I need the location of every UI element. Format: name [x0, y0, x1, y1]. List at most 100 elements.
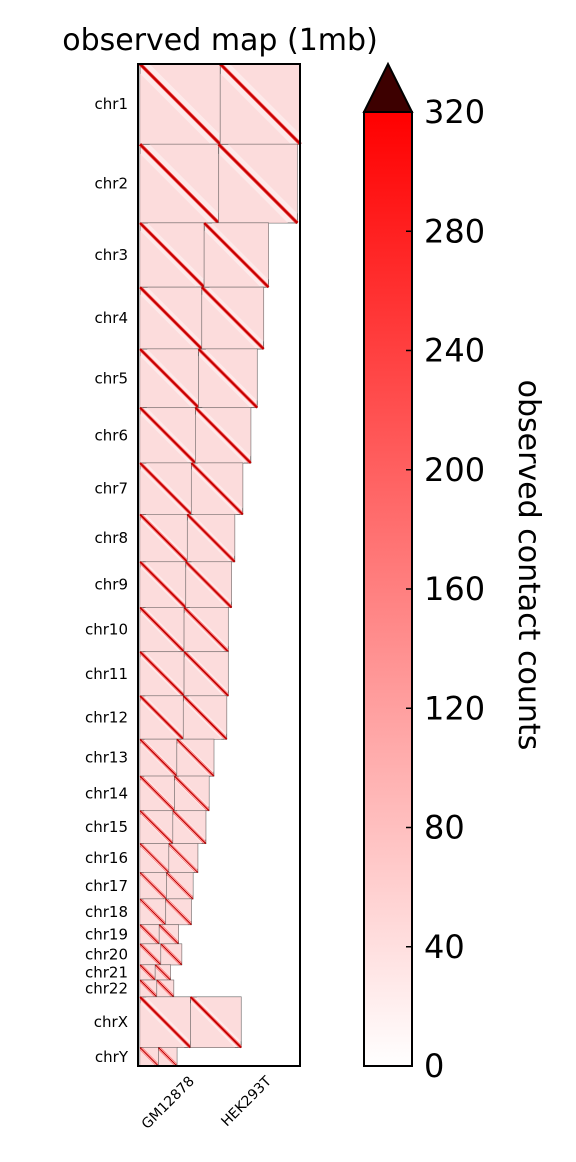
chromosome-block-chr13 — [139, 738, 215, 777]
sample-matrix-2 — [200, 286, 265, 350]
chromosome-block-chr11 — [139, 651, 229, 697]
chromosome-block-chr6 — [139, 406, 252, 464]
chromosome-block-chr18 — [139, 898, 192, 926]
sample-matrix-1 — [139, 898, 167, 926]
chromosome-label: chr20 — [85, 945, 128, 963]
chromosome-label: chr8 — [95, 529, 128, 547]
sample-matrix-1 — [138, 143, 220, 225]
chromosome-label: chr15 — [85, 818, 128, 836]
chromosome-block-chr19 — [139, 924, 179, 945]
sample-matrix-1 — [139, 810, 174, 845]
chromosome-label: chr4 — [95, 309, 128, 327]
colorbar-tick-label: 0 — [424, 1047, 444, 1085]
sample-matrix-2 — [219, 62, 302, 146]
colorbar-label: observed contact counts — [511, 380, 546, 751]
sample-matrix-1 — [139, 1047, 159, 1067]
chromosome-block-chr8 — [139, 513, 236, 563]
chromosome-label: chr14 — [85, 784, 128, 802]
sample-matrix-2 — [183, 651, 229, 697]
chromosome-label: chr9 — [95, 576, 128, 594]
chromosome-label: chr17 — [85, 877, 128, 895]
sample-matrix-2 — [172, 810, 207, 845]
sample-matrix-1 — [139, 286, 203, 350]
sample-matrix-2 — [194, 406, 252, 464]
sample-labels: GM12878 HEK293T — [139, 1073, 275, 1132]
sample-matrix-2 — [166, 872, 194, 900]
sample-matrix-2 — [217, 143, 299, 225]
colorbar: 0 40 80 120 160 200 240 280 320 observed contact… — [362, 61, 546, 1085]
sample-matrix-1 — [139, 651, 185, 697]
sample-matrix-1 — [139, 462, 193, 516]
chromosome-label: chr18 — [85, 903, 128, 921]
chromosome-label: chr6 — [95, 426, 128, 444]
sample-matrix-1 — [139, 406, 197, 464]
sample-matrix-2 — [189, 996, 242, 1049]
colorbar-tick-label: 320 — [424, 93, 485, 131]
sample-matrix-2 — [154, 964, 171, 981]
sample-matrix-1 — [139, 561, 187, 609]
chromosome-label: chr7 — [95, 480, 128, 498]
chromosome-label: chr16 — [85, 849, 128, 867]
sample-matrix-2 — [197, 348, 259, 409]
sample-matrix-1 — [139, 924, 160, 945]
chromosome-block-chrX — [139, 996, 242, 1049]
chromosome-block-chr20 — [139, 943, 183, 966]
colorbar-tick-label: 200 — [424, 451, 485, 489]
sample-matrix-2 — [158, 924, 179, 945]
sample-matrix-2 — [185, 561, 233, 609]
chromosome-block-chr16 — [139, 843, 199, 873]
chromosome-block-chr9 — [139, 561, 233, 609]
colorbar-tick-label: 120 — [424, 689, 485, 727]
sample-label: HEK293T — [218, 1073, 275, 1130]
chromosome-label: chr3 — [95, 246, 128, 264]
chromosome-block-chr4 — [139, 286, 265, 350]
sample-matrix-1 — [139, 222, 206, 289]
chromosome-block-chr10 — [139, 606, 229, 653]
chromosome-block-chr17 — [139, 872, 194, 900]
chromosome-label: chr10 — [85, 621, 128, 639]
chromosome-label: chrX — [94, 1013, 128, 1031]
sample-matrix-2 — [203, 222, 270, 289]
chromosome-block-chr15 — [139, 810, 207, 845]
sample-matrix-1 — [139, 513, 189, 563]
sample-matrix-1 — [139, 775, 176, 812]
heatmap-frame — [137, 63, 301, 1067]
sample-matrix-2 — [176, 738, 215, 777]
chromosome-label: chr5 — [95, 369, 128, 387]
chromosome-block-chr7 — [139, 462, 244, 516]
colorbar-tick-label: 280 — [424, 212, 485, 250]
chromosome-block-chr12 — [139, 695, 228, 740]
sample-matrix-1 — [139, 843, 170, 873]
chart-title: observed map (1mb) — [62, 23, 378, 58]
chromosome-label: chr21 — [85, 963, 128, 981]
chromosome-label: chr13 — [85, 749, 128, 767]
sample-matrix-1 — [139, 964, 156, 981]
sample-matrix-2 — [183, 606, 229, 653]
sample-matrix-2 — [182, 695, 228, 740]
chromosome-label: chrY — [95, 1048, 129, 1066]
sample-matrix-2 — [174, 775, 210, 812]
chromosome-label: chr12 — [85, 709, 128, 727]
sample-matrix-1 — [139, 872, 167, 900]
sample-matrix-1 — [139, 348, 200, 409]
colorbar-tick-label: 240 — [424, 332, 485, 370]
colorbar-tick-label: 160 — [424, 570, 485, 608]
sample-matrix-2 — [165, 898, 192, 926]
chromosome-block-chr1 — [138, 62, 302, 146]
sample-matrix-1 — [139, 979, 158, 998]
chromosome-block-chr5 — [139, 348, 259, 409]
heatmap-panel — [138, 62, 302, 1067]
sample-matrix-2 — [156, 979, 175, 998]
sample-label: GM12878 — [139, 1074, 198, 1133]
sample-matrix-1 — [139, 606, 185, 653]
chromosome-label: chr2 — [95, 175, 128, 193]
sample-matrix-1 — [139, 738, 178, 777]
chromosome-label: chr11 — [85, 665, 128, 683]
sample-matrix-2 — [160, 943, 183, 966]
sample-matrix-1 — [139, 996, 192, 1049]
chromosome-block-chr22 — [139, 979, 175, 998]
sample-matrix-2 — [158, 1047, 178, 1067]
chromosome-block-chr2 — [138, 143, 299, 225]
chromosome-block-chr14 — [139, 775, 210, 812]
